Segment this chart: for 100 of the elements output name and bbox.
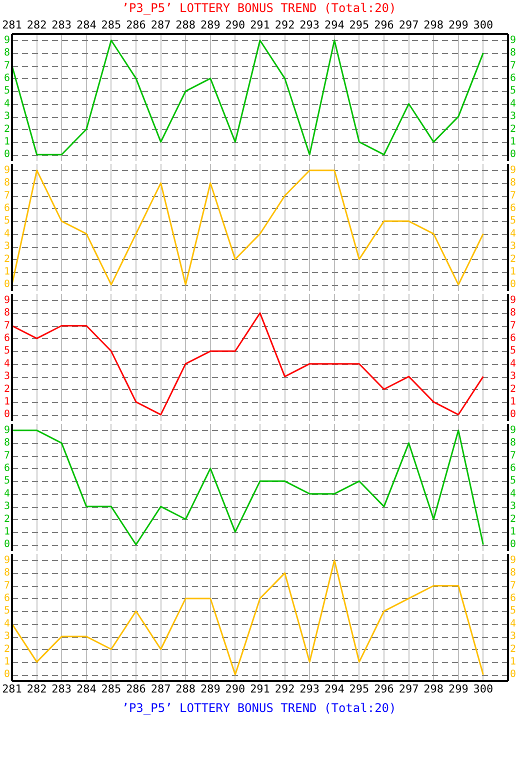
- y-tick-label: 3: [4, 631, 10, 642]
- y-tick-label: 1: [4, 136, 10, 148]
- x2-tick-label: 282: [26, 18, 47, 32]
- x-tick-label: 285: [101, 682, 122, 696]
- y2-tick-label: 0: [510, 149, 516, 160]
- y-tick-label: 9: [4, 424, 10, 436]
- y-tick-label: 6: [4, 333, 10, 344]
- y2-tick-label: 3: [510, 111, 516, 122]
- y-tick-label: 1: [4, 266, 10, 278]
- x2-tick-label: 285: [101, 18, 122, 32]
- y-tick-label: 5: [4, 216, 10, 227]
- y-tick-label: 3: [4, 371, 10, 382]
- y2-tick-label: 6: [510, 463, 516, 474]
- y-tick-label: 6: [4, 593, 10, 604]
- x2-tick-label: 289: [200, 18, 220, 32]
- y-tick-label: 9: [4, 294, 10, 306]
- y-tick-label: 7: [4, 60, 10, 72]
- x2-tick-label: 297: [398, 18, 419, 32]
- y-tick-label: 9: [4, 34, 10, 46]
- y2-tick-label: 4: [510, 618, 516, 630]
- y-tick-label: 5: [4, 86, 10, 97]
- y2-tick-label: 5: [510, 606, 516, 617]
- y2-tick-label: 6: [510, 333, 516, 344]
- x2-tick-label: 295: [349, 18, 370, 32]
- y2-tick-label: 9: [510, 424, 516, 436]
- y-tick-label: 5: [4, 476, 10, 487]
- chart-title: ’P3_P5’ LOTTERY BONUS TREND (Total:20): [120, 0, 398, 17]
- x2-tick-label: 296: [374, 18, 394, 32]
- y-tick-label: 6: [4, 203, 10, 214]
- x2-tick-label: 300: [473, 18, 494, 32]
- y-tick-label: 4: [4, 228, 10, 240]
- y-tick-label: 4: [4, 358, 10, 370]
- y2-tick-label: 2: [510, 254, 516, 265]
- y-tick-label: 7: [4, 190, 10, 202]
- y-tick-label: 7: [4, 450, 10, 462]
- y2-tick-label: 5: [510, 86, 516, 97]
- y2-tick-label: 2: [510, 124, 516, 135]
- y-tick-label: 4: [4, 488, 10, 500]
- y-tick-label: 1: [4, 396, 10, 408]
- y2-tick-label: 1: [510, 396, 516, 408]
- y2-tick-label: 6: [510, 593, 516, 604]
- text: ’P3_P5’ LOTTERY BONUS TREND (Total:20): [120, 700, 398, 717]
- y-tick-label: 2: [4, 384, 10, 395]
- y2-tick-label: 9: [510, 34, 516, 46]
- y-tick-label: 2: [4, 514, 10, 525]
- y2-tick-label: 8: [510, 48, 516, 59]
- y2-tick-label: 7: [510, 60, 516, 72]
- y-tick-label: 8: [4, 438, 10, 449]
- y2-tick-label: 1: [510, 266, 516, 278]
- x2-tick-label: 286: [126, 18, 146, 32]
- y-tick-label: 0: [4, 149, 10, 160]
- y-tick-label: 9: [4, 554, 10, 566]
- y-tick-label: 5: [4, 606, 10, 617]
- y2-tick-label: 0: [510, 409, 516, 420]
- x-tick-label: 292: [274, 682, 295, 696]
- x-tick-label: 297: [398, 682, 419, 696]
- y2-tick-label: 7: [510, 320, 516, 332]
- x-tick-label: 300: [473, 682, 494, 696]
- x2-tick-label: 288: [176, 18, 196, 32]
- x2-tick-label: 294: [324, 18, 345, 32]
- y2-tick-label: 6: [510, 73, 516, 84]
- y-tick-label: 7: [4, 320, 10, 332]
- y-tick-label: 2: [4, 124, 10, 135]
- x-tick-label: 294: [324, 682, 345, 696]
- y2-tick-label: 1: [510, 526, 516, 538]
- x-tick-label: 293: [300, 682, 320, 696]
- y2-tick-label: 9: [510, 164, 516, 176]
- x-tick-label: 291: [250, 682, 270, 696]
- y-tick-label: 0: [4, 539, 10, 550]
- y2-tick-label: 2: [510, 644, 516, 655]
- y-tick-label: 4: [4, 98, 10, 110]
- y2-tick-label: 2: [510, 514, 516, 525]
- x-tick-label: 288: [176, 682, 196, 696]
- y-tick-label: 8: [4, 48, 10, 59]
- y2-tick-label: 3: [510, 631, 516, 642]
- y2-tick-label: 7: [510, 450, 516, 462]
- y2-tick-label: 3: [510, 241, 516, 252]
- y2-tick-label: 9: [510, 554, 516, 566]
- x-tick-label: 282: [26, 682, 47, 696]
- y2-tick-label: 5: [510, 216, 516, 227]
- x-tick-label: 295: [349, 682, 370, 696]
- y2-tick-label: 1: [510, 136, 516, 148]
- y2-tick-label: 4: [510, 228, 516, 240]
- x2-tick-label: 287: [150, 18, 171, 32]
- y2-tick-label: 8: [510, 308, 516, 319]
- y2-tick-label: 7: [510, 190, 516, 202]
- x2-tick-label: 298: [424, 18, 444, 32]
- x-tick-label: 281: [2, 682, 22, 696]
- y2-tick-label: 3: [510, 371, 516, 382]
- x-tick-label: 287: [150, 682, 171, 696]
- y-tick-label: 0: [4, 409, 10, 420]
- x-tick-label: 286: [126, 682, 146, 696]
- x-tick-label: 296: [374, 682, 394, 696]
- y-tick-label: 0: [4, 279, 10, 290]
- y-tick-label: 6: [4, 463, 10, 474]
- y-tick-label: 5: [4, 346, 10, 357]
- x2-tick-label: 293: [300, 18, 320, 32]
- y-tick-label: 8: [4, 178, 10, 189]
- x2-tick-label: 283: [52, 18, 72, 32]
- x2-tick-label: 299: [448, 18, 468, 32]
